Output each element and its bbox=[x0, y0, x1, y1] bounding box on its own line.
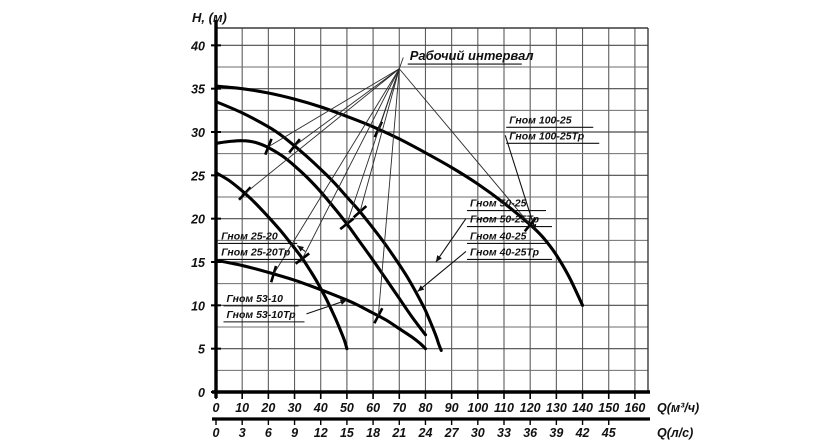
x-tick-label: 150 bbox=[598, 401, 619, 415]
series-label-gnom-100-25: Гном 100-25 bbox=[509, 114, 571, 126]
series-label-gnom-53-10-tr: Гном 53-10Тр bbox=[226, 309, 296, 321]
x-tick-label: 100 bbox=[467, 401, 488, 415]
y-tick-label: 40 bbox=[190, 39, 205, 53]
leader-line bbox=[504, 135, 536, 231]
x-tick-label: 110 bbox=[494, 401, 514, 415]
x-tick-label-secondary: 42 bbox=[575, 426, 590, 440]
x-tick-label-secondary: 45 bbox=[601, 426, 617, 440]
leader-line bbox=[273, 68, 400, 275]
x-tick-label: 0 bbox=[213, 401, 220, 415]
x-tick-label-secondary: 12 bbox=[314, 426, 328, 440]
leader-line bbox=[268, 68, 400, 148]
y-tick-label: 15 bbox=[191, 256, 206, 270]
series-label-gnom-40-25-tr: Гном 40-25Тр bbox=[470, 246, 540, 258]
y-axis-title: H, (м) bbox=[192, 10, 227, 25]
x-tick-label-secondary: 15 bbox=[340, 426, 355, 440]
leader-arrowhead bbox=[339, 299, 347, 305]
x-tick-label-secondary: 27 bbox=[444, 426, 460, 440]
working-interval-label: Рабочий интервал bbox=[410, 48, 534, 63]
leader-arrowhead bbox=[530, 223, 537, 231]
annotation-layer: Рабочий интервал bbox=[244, 48, 534, 316]
x-tick-label: 50 bbox=[340, 401, 354, 415]
x-tick-label: 160 bbox=[624, 401, 645, 415]
curve-gnom-100-25 bbox=[214, 84, 585, 307]
leader-line bbox=[377, 68, 400, 316]
x-tick-label: 130 bbox=[546, 401, 567, 415]
leader-arrowhead bbox=[435, 255, 442, 262]
leader-line bbox=[346, 68, 400, 225]
curve-gnom-53-10 bbox=[214, 258, 428, 351]
curve-gnom-40-25 bbox=[214, 139, 428, 337]
leader-line bbox=[301, 68, 400, 259]
leader-line bbox=[398, 57, 404, 69]
y-tick-label: 30 bbox=[191, 126, 205, 140]
series-label-gnom-100-25-tr: Гном 100-25Тр bbox=[509, 130, 584, 142]
x-tick-label: 70 bbox=[392, 401, 406, 415]
x-tick-label-secondary: 18 bbox=[366, 426, 380, 440]
x-tick-label: 60 bbox=[366, 401, 380, 415]
x-tick-label: 30 bbox=[288, 401, 302, 415]
series-label-gnom-25-20: Гном 25-20 bbox=[221, 230, 278, 242]
x-tick-label-secondary: 30 bbox=[471, 426, 485, 440]
x-tick-label: 80 bbox=[419, 401, 433, 415]
x-tick-label: 140 bbox=[572, 401, 593, 415]
x-tick-label-secondary: 9 bbox=[291, 426, 298, 440]
x-tick-label-secondary: 33 bbox=[497, 426, 511, 440]
x-tick-label: 10 bbox=[235, 401, 249, 415]
y-tick-label: 35 bbox=[191, 83, 206, 97]
x-tick-label: 20 bbox=[260, 401, 275, 415]
x-tick-label-secondary: 21 bbox=[391, 426, 406, 440]
x-tick-label-secondary: 0 bbox=[213, 426, 220, 440]
x-tick-label-secondary: 6 bbox=[265, 426, 273, 440]
x-tick-label-secondary: 24 bbox=[418, 426, 433, 440]
grid-layer bbox=[215, 27, 649, 393]
leader-line bbox=[435, 218, 467, 263]
x-tick-label-secondary: 39 bbox=[549, 426, 563, 440]
x-tick-label: 90 bbox=[445, 401, 459, 415]
leader-arrowhead bbox=[417, 285, 425, 292]
leader-line bbox=[244, 68, 400, 194]
x-tick-label: 120 bbox=[520, 401, 541, 415]
x-axis-layer: 0 10 20 30 40 50 60 70 80 90 100 110 120 130 140 150 160… bbox=[212, 392, 699, 440]
x-tick-label-secondary: 3 bbox=[239, 426, 246, 440]
y-tick-label: 25 bbox=[190, 169, 206, 183]
leader-line bbox=[359, 68, 400, 212]
series-label-gnom-40-25: Гном 40-25 bbox=[470, 230, 527, 242]
y-tick-label: 5 bbox=[198, 343, 206, 357]
leader-arrowhead bbox=[297, 245, 304, 252]
x-axis-title-primary: Q(м³/ч) bbox=[657, 401, 699, 415]
x-axis-title-secondary: Q(л/с) bbox=[657, 426, 693, 440]
y-tick-label: 20 bbox=[190, 213, 205, 227]
axis-layer: 0 5 10 15 20 25 30 35 40 H, (м) bbox=[190, 10, 650, 400]
leader-line bbox=[294, 68, 400, 147]
series-label-gnom-53-10: Гном 53-10 bbox=[226, 293, 283, 305]
y-tick-label: 0 bbox=[198, 386, 205, 400]
series-label-gnom-50-25-tr: Гном 50-25Тр bbox=[470, 214, 540, 226]
x-tick-label: 40 bbox=[313, 401, 328, 415]
leader-line bbox=[398, 68, 531, 226]
curve-gnom-50-25 bbox=[214, 100, 443, 352]
series-labels-layer: Гном 100-25 Гном 100-25Тр Гном 50-25 Гном 5… bbox=[218, 114, 600, 323]
y-tick-label: 10 bbox=[191, 299, 205, 313]
leader-line bbox=[306, 299, 348, 315]
x-tick-label-secondary: 36 bbox=[523, 426, 538, 440]
series-label-gnom-50-25: Гном 50-25 bbox=[470, 198, 527, 210]
series-label-gnom-25-20-tr: Гном 25-20Тр bbox=[221, 246, 291, 258]
leader-line bbox=[417, 251, 467, 292]
